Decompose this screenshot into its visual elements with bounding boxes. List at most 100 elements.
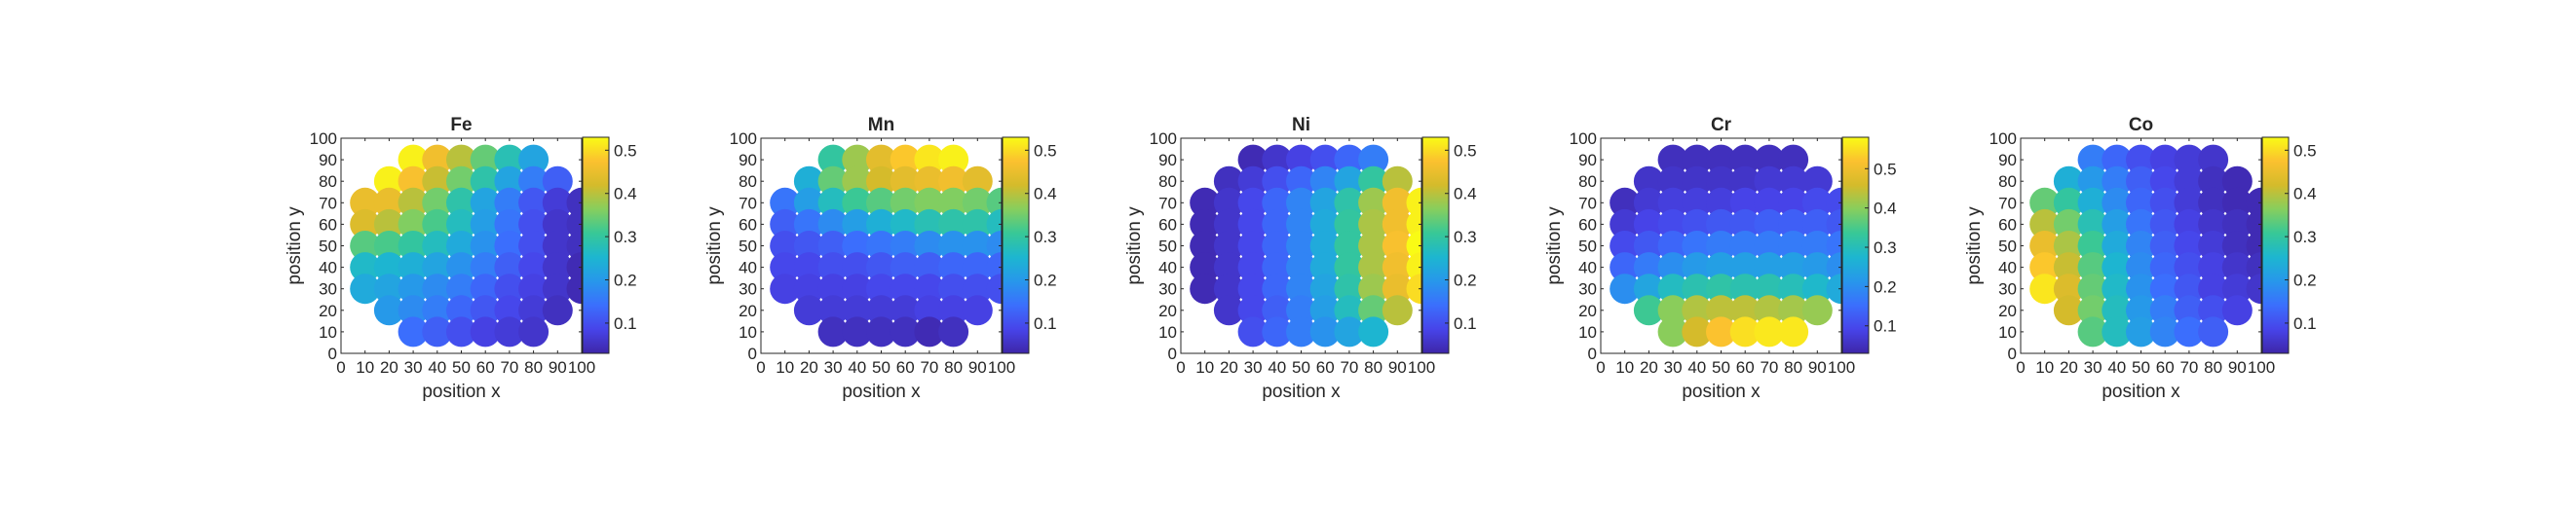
data-point <box>470 165 501 197</box>
data-point <box>518 165 549 197</box>
data-point <box>2221 165 2253 197</box>
data-point <box>2221 252 2253 283</box>
data-point <box>914 274 945 305</box>
data-point <box>1334 187 1365 218</box>
data-point <box>2198 165 2229 197</box>
data-point <box>793 231 824 261</box>
data-point <box>1706 295 1736 326</box>
data-point <box>398 316 429 347</box>
data-point <box>1309 231 1341 261</box>
data-point <box>1213 231 1244 261</box>
data-point <box>2198 187 2229 218</box>
data-point <box>1262 144 1293 175</box>
data-point <box>446 144 476 175</box>
data-point <box>398 165 429 197</box>
y-tick-label: 100 <box>1150 129 1177 148</box>
data-point <box>1190 208 1221 239</box>
y-tick-label: 10 <box>319 323 337 342</box>
colorbar-tick-label: 0.2 <box>2293 272 2317 290</box>
data-point <box>1682 208 1713 239</box>
x-tick-label: 50 <box>1712 358 1730 377</box>
y-tick-label: 100 <box>1570 129 1597 148</box>
data-point <box>470 274 501 305</box>
data-point <box>2126 165 2156 197</box>
data-point <box>1729 165 1761 197</box>
y-tick-label: 30 <box>1998 280 2017 299</box>
data-point <box>2174 187 2205 218</box>
data-point <box>470 144 501 175</box>
data-point <box>770 274 801 305</box>
data-point <box>962 187 993 218</box>
data-point <box>1190 187 1221 218</box>
data-point <box>2198 316 2229 347</box>
data-point <box>866 252 896 283</box>
data-point <box>1633 187 1664 218</box>
data-point <box>542 252 573 283</box>
data-point <box>470 208 501 239</box>
data-point <box>793 252 824 283</box>
x-tick-label: 20 <box>1220 358 1238 377</box>
data-point <box>542 165 573 197</box>
data-point <box>1286 165 1316 197</box>
data-point <box>1682 295 1713 326</box>
data-point <box>518 231 549 261</box>
data-point <box>1237 252 1269 283</box>
data-point <box>2174 316 2205 347</box>
y-tick-label: 20 <box>1158 302 1177 320</box>
colorbar-tick-label: 0.1 <box>614 314 637 333</box>
data-point <box>2174 144 2205 175</box>
data-point <box>1657 316 1688 347</box>
data-point <box>542 208 573 239</box>
data-point <box>470 295 501 326</box>
x-tick-label: 50 <box>452 358 471 377</box>
data-point <box>1309 274 1341 305</box>
data-point <box>350 208 381 239</box>
data-point <box>1262 252 1293 283</box>
data-point <box>2126 316 2156 347</box>
data-point <box>2149 208 2180 239</box>
data-points <box>350 144 582 347</box>
data-point <box>1778 144 1809 175</box>
data-point <box>494 144 525 175</box>
data-point <box>1358 231 1389 261</box>
colorbar-bar <box>1002 136 1030 354</box>
y-tick-label: 30 <box>739 280 757 299</box>
y-tick-label: 0 <box>2008 345 2017 363</box>
x-tick-label: 100 <box>1828 358 1855 377</box>
colorbar-tick-label: 0.5 <box>1874 160 1897 178</box>
data-point <box>1754 144 1785 175</box>
y-tick-label: 80 <box>319 172 337 191</box>
data-point <box>1657 231 1688 261</box>
data-point <box>494 187 525 218</box>
data-point <box>1286 187 1316 218</box>
data-point <box>518 187 549 218</box>
data-point <box>1309 252 1341 283</box>
y-tick-label: 70 <box>1998 194 2017 212</box>
x-tick-label: 0 <box>1596 358 1605 377</box>
data-point <box>398 144 429 175</box>
data-point <box>817 295 849 326</box>
data-point <box>770 208 801 239</box>
data-point <box>1754 274 1785 305</box>
data-point <box>1309 165 1341 197</box>
data-point <box>1729 295 1761 326</box>
data-point <box>1633 165 1664 197</box>
data-point <box>1729 208 1761 239</box>
data-point <box>2077 165 2108 197</box>
data-point <box>1286 231 1316 261</box>
data-point <box>470 231 501 261</box>
data-point <box>2102 316 2133 347</box>
chart-co: 0 10 20 30 40 50 60 70 80 90 100010203040506070809… <box>1964 115 2317 402</box>
data-point <box>2053 165 2084 197</box>
data-point <box>2102 208 2133 239</box>
y-tick-label: 80 <box>1998 172 2017 191</box>
chart-fe: 0 10 20 30 40 50 60 70 80 90 100010203040506070809… <box>284 115 637 402</box>
data-point <box>1801 231 1833 261</box>
data-point <box>817 144 849 175</box>
colorbar: 0.1 0.2 0.3 0.4 0.5 <box>582 136 637 354</box>
data-point <box>938 187 969 218</box>
data-point <box>962 295 993 326</box>
data-point <box>1682 316 1713 347</box>
data-point <box>890 144 921 175</box>
x-tick-label: 90 <box>2228 358 2247 377</box>
